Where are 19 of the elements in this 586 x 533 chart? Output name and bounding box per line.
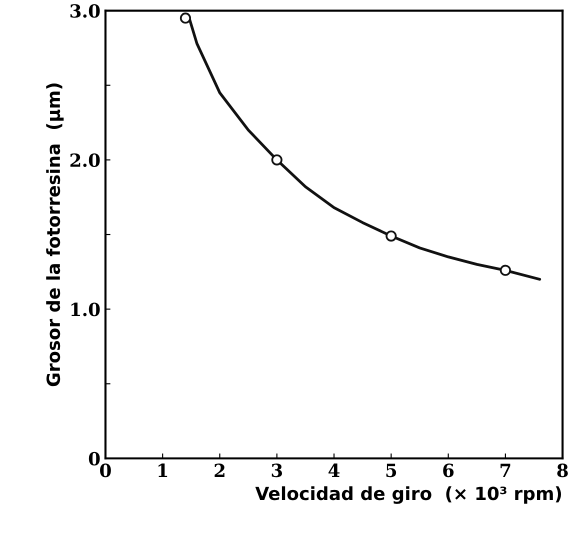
point [386, 230, 397, 242]
y-tick-label: 2.0 [70, 153, 100, 168]
x-tick-label: 5 [386, 464, 396, 478]
x-axis-title: Velocidad de giro (× 10³ rpm) [255, 486, 562, 504]
x-tick-label: 6 [443, 464, 454, 478]
x-tick-label: 4 [328, 464, 340, 477]
x-tick-label: 8 [557, 464, 568, 478]
point [271, 154, 282, 166]
x-tick-label: 3 [272, 464, 282, 478]
x-tick-label: 2 [214, 464, 224, 477]
x-tick-label: 1 [158, 464, 168, 477]
point [180, 12, 192, 24]
x-tick-label: 0 [100, 464, 111, 478]
y-tick-label: 3.0 [70, 4, 100, 18]
y-tick-label: 1.0 [71, 302, 100, 316]
point [500, 264, 511, 276]
y-tick-label: 0 [88, 452, 100, 466]
y-axis-title: Grosor de la fotorresina (μm) [46, 84, 64, 386]
x-tick-label: 7 [500, 464, 510, 477]
